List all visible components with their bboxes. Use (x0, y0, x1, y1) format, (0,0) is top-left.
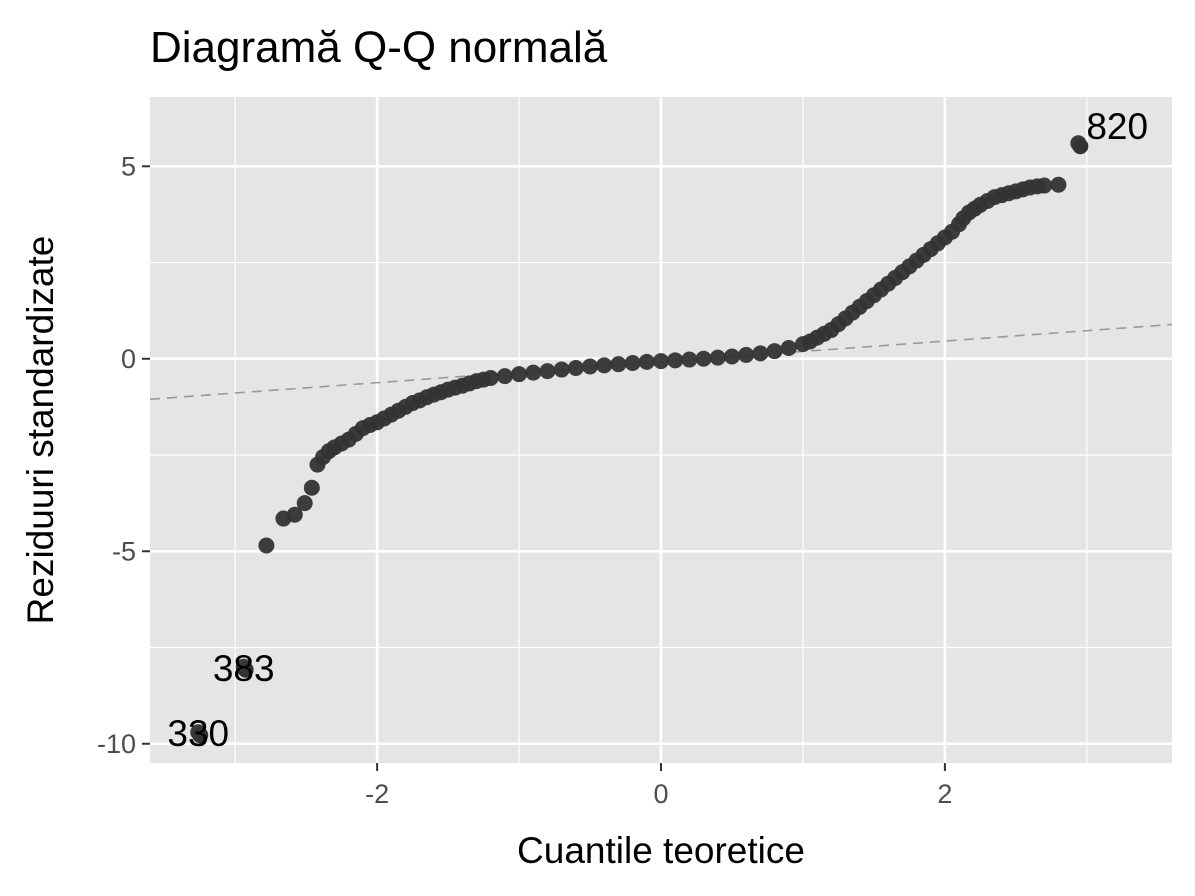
x-tick-label: -2 (365, 779, 389, 809)
data-point (610, 356, 627, 373)
data-point (766, 343, 783, 360)
data-point (511, 366, 528, 383)
data-point (752, 345, 769, 362)
data-point (1072, 138, 1089, 155)
data-point (303, 479, 320, 496)
data-point (496, 368, 513, 385)
x-axis-ticks: -2 0 2 (365, 763, 952, 809)
point-labels: 820 383 330 (167, 106, 1148, 754)
y-axis-ticks: -10 -5 0 5 (97, 151, 150, 759)
data-point (1036, 177, 1053, 194)
data-point (596, 357, 613, 374)
data-point (258, 537, 275, 554)
y-tick-label: -10 (97, 729, 136, 759)
data-point (286, 506, 303, 523)
data-point (567, 360, 584, 377)
data-point (525, 364, 542, 381)
data-point (667, 352, 684, 369)
data-point (192, 727, 209, 744)
y-tick-label: 5 (121, 151, 136, 181)
data-points (190, 135, 1089, 744)
data-point (237, 661, 254, 678)
data-point (638, 353, 655, 370)
y-tick-label: 0 (121, 344, 136, 374)
data-point (482, 370, 499, 387)
data-point (738, 346, 755, 363)
point-label: 820 (1086, 106, 1148, 147)
data-point (653, 353, 669, 370)
chart-title: Diagramă Q-Q normală (150, 23, 608, 72)
y-tick-label: -5 (112, 536, 136, 566)
data-point (709, 349, 726, 366)
data-point (582, 358, 599, 375)
data-point (624, 355, 641, 372)
point-label: 330 (167, 713, 229, 754)
x-tick-label: 0 (653, 779, 668, 809)
data-point (539, 363, 556, 380)
data-point (553, 361, 570, 378)
data-point (695, 350, 712, 367)
data-point (723, 348, 740, 365)
y-axis-title: Reziduuri standardizate (20, 236, 61, 625)
grid-major (150, 97, 1172, 763)
data-point (1050, 176, 1067, 193)
x-axis-title: Cuantile teoretice (517, 830, 805, 871)
x-tick-label: 2 (937, 779, 952, 809)
data-point (296, 495, 313, 512)
point-label: 383 (213, 648, 275, 689)
data-point (780, 340, 797, 357)
data-point (681, 351, 698, 368)
